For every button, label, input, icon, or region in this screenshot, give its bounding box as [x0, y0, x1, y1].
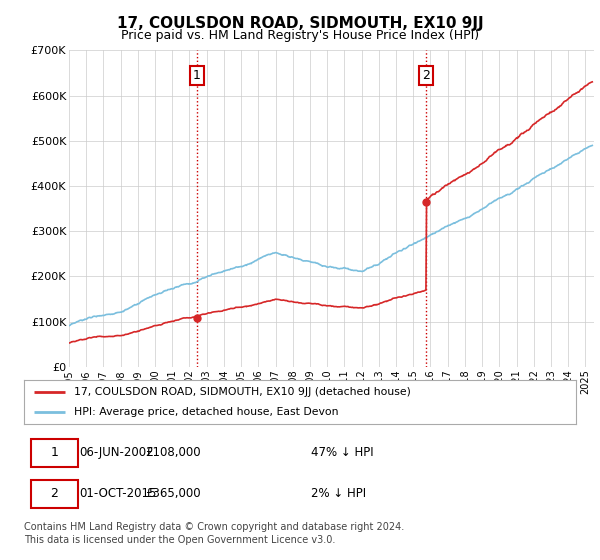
Text: 06-JUN-2002: 06-JUN-2002 — [79, 446, 154, 459]
Text: 1: 1 — [193, 69, 200, 82]
Text: 1: 1 — [50, 446, 58, 459]
Text: 2% ↓ HPI: 2% ↓ HPI — [311, 487, 366, 500]
FancyBboxPatch shape — [31, 439, 77, 467]
Text: 01-OCT-2015: 01-OCT-2015 — [79, 487, 157, 500]
Text: £108,000: £108,000 — [145, 446, 201, 459]
Text: £365,000: £365,000 — [145, 487, 201, 500]
Text: Price paid vs. HM Land Registry's House Price Index (HPI): Price paid vs. HM Land Registry's House … — [121, 29, 479, 42]
Text: HPI: Average price, detached house, East Devon: HPI: Average price, detached house, East… — [74, 407, 338, 417]
Text: 17, COULSDON ROAD, SIDMOUTH, EX10 9JJ: 17, COULSDON ROAD, SIDMOUTH, EX10 9JJ — [116, 16, 484, 31]
Text: Contains HM Land Registry data © Crown copyright and database right 2024.
This d: Contains HM Land Registry data © Crown c… — [24, 522, 404, 545]
Text: 2: 2 — [50, 487, 58, 500]
FancyBboxPatch shape — [31, 480, 77, 507]
Text: 2: 2 — [422, 69, 430, 82]
Text: 47% ↓ HPI: 47% ↓ HPI — [311, 446, 374, 459]
Text: 17, COULSDON ROAD, SIDMOUTH, EX10 9JJ (detached house): 17, COULSDON ROAD, SIDMOUTH, EX10 9JJ (d… — [74, 387, 410, 397]
